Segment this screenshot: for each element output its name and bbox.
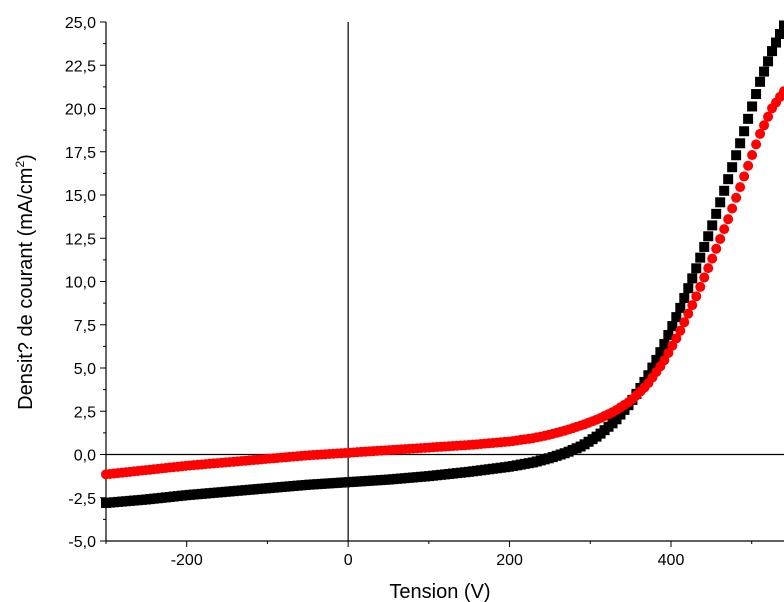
data-point: [671, 312, 682, 323]
data-point: [695, 281, 706, 292]
data-point: [755, 128, 766, 139]
y-tick-label: 12,5: [65, 231, 96, 248]
data-point: [779, 86, 784, 97]
data-point: [719, 224, 730, 235]
data-point: [687, 300, 698, 311]
data-point: [687, 273, 698, 284]
data-point: [683, 283, 694, 294]
data-point: [695, 252, 706, 263]
data-point: [739, 171, 750, 182]
data-point: [699, 272, 710, 283]
data-point: [671, 333, 682, 344]
data-point: [659, 339, 670, 350]
data-point: [751, 139, 762, 150]
data-point: [703, 263, 714, 274]
data-point: [715, 233, 726, 244]
y-tick-label: 0,0: [74, 448, 96, 465]
y-tick-label: 2,5: [74, 404, 96, 421]
y-tick-label: 10,0: [65, 275, 96, 292]
series-layer: [101, 20, 784, 508]
y-tick-label: -2,5: [68, 491, 96, 508]
y-tick-label: 25,0: [65, 15, 96, 32]
y-axis-ticks: -5,0 -2,5 0,0 2,5 5,0 7,5 10,0 12,5 15,0 17,5 20,0…: [65, 15, 106, 551]
x-tick-label: 0: [344, 552, 353, 569]
y-axis-title-sup: 2: [13, 161, 27, 168]
data-point: [751, 89, 762, 100]
data-point: [655, 347, 666, 358]
data-point: [683, 308, 694, 319]
data-point: [651, 354, 662, 365]
data-point: [739, 126, 750, 137]
data-point: [699, 241, 710, 252]
x-axis-ticks: -200 0 200 400: [105, 541, 753, 569]
data-point: [763, 111, 774, 122]
x-axis-title: Tension (V): [389, 581, 490, 602]
data-point: [747, 101, 758, 112]
data-point: [711, 243, 722, 254]
data-point: [679, 317, 690, 328]
data-point: [707, 220, 718, 231]
data-point: [675, 325, 686, 336]
data-point: [703, 231, 714, 242]
data-point: [775, 29, 784, 40]
data-point: [735, 138, 746, 149]
data-series: [101, 86, 784, 480]
data-point: [691, 291, 702, 302]
data-point: [667, 321, 678, 332]
data-point: [679, 293, 690, 304]
data-point: [715, 197, 726, 208]
data-point: [711, 208, 722, 219]
data-point: [735, 182, 746, 193]
y-axis-title-main: Densit? de courant (mA/cm: [15, 168, 37, 410]
data-point: [763, 56, 774, 67]
data-point: [707, 253, 718, 264]
data-point: [779, 20, 784, 31]
x-tick-label: -200: [171, 552, 203, 569]
data-point: [747, 150, 758, 161]
y-tick-label: 5,0: [74, 361, 96, 378]
data-point: [731, 150, 742, 161]
data-point: [723, 174, 734, 185]
data-point: [691, 263, 702, 274]
data-point: [723, 214, 734, 225]
data-point: [727, 203, 738, 214]
y-axis-title-end: ): [15, 154, 37, 161]
data-point: [647, 362, 658, 373]
data-point: [727, 162, 738, 173]
data-point: [743, 160, 754, 171]
y-tick-label: 15,0: [65, 188, 96, 205]
y-tick-label: -5,0: [68, 534, 96, 551]
data-series: [101, 20, 784, 508]
data-point: [663, 330, 674, 341]
x-tick-label: 400: [658, 552, 685, 569]
data-point: [755, 76, 766, 87]
data-point: [675, 302, 686, 313]
y-tick-label: 20,0: [65, 102, 96, 119]
x-tick-label: 200: [496, 552, 523, 569]
data-point: [767, 46, 778, 57]
data-point: [719, 185, 730, 196]
data-point: [771, 37, 782, 48]
y-tick-label: 22,5: [65, 58, 96, 75]
y-tick-label: 7,5: [74, 318, 96, 335]
data-point: [759, 120, 770, 131]
y-axis-title: Densit? de courant (mA/cm2): [13, 154, 37, 410]
data-point: [743, 113, 754, 124]
y-tick-label: 17,5: [65, 145, 96, 162]
data-point: [731, 192, 742, 203]
data-point: [759, 66, 770, 77]
